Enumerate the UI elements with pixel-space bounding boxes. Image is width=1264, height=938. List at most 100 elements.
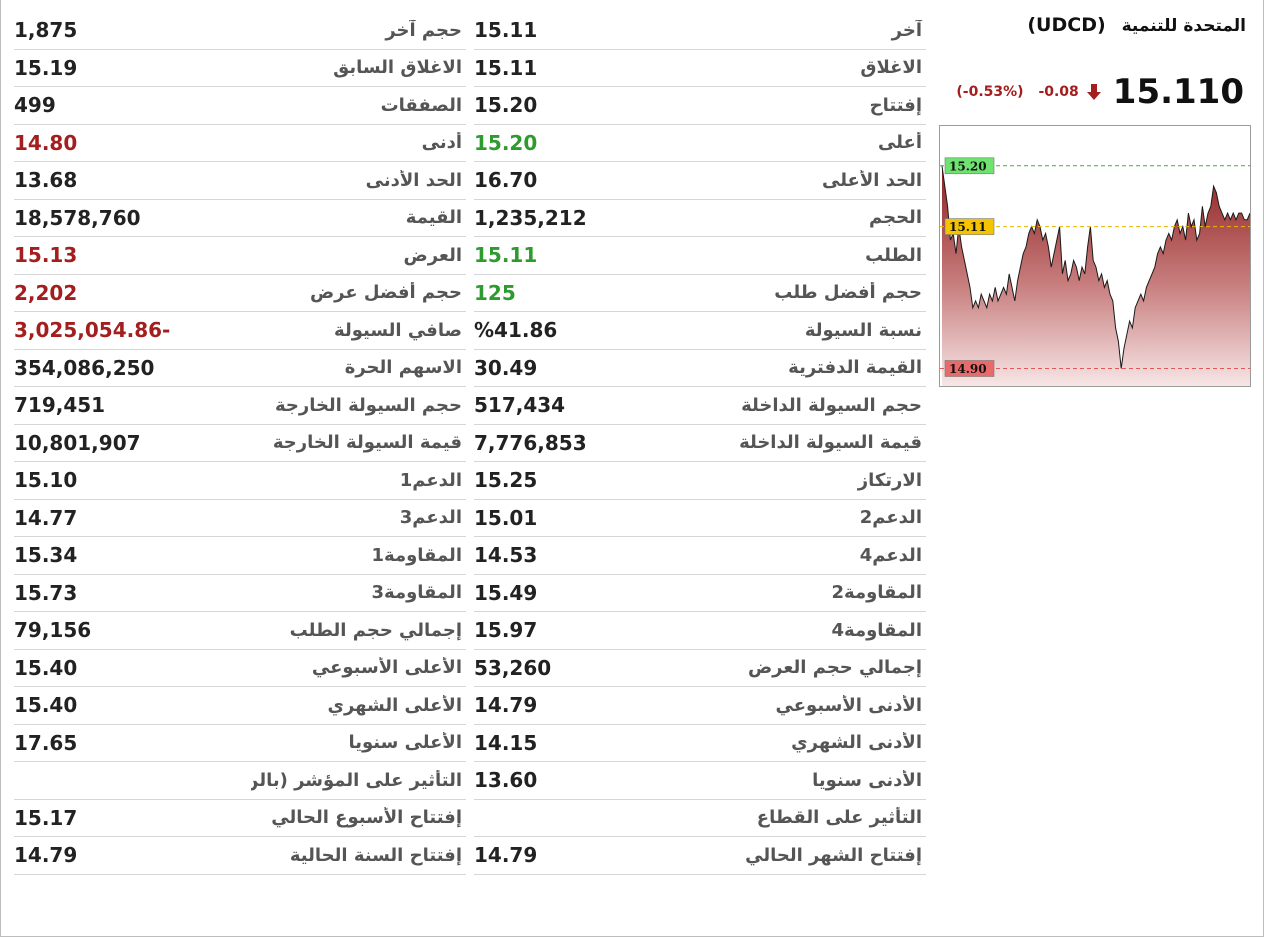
stat-value: 15.73	[14, 580, 78, 605]
stat-value: 517,434	[474, 393, 566, 418]
stat-label: أدنى	[421, 132, 462, 154]
stat-label: إفتتاح	[869, 94, 922, 116]
stat-label: الدعم4	[859, 544, 922, 566]
stat-label: الطلب	[865, 244, 922, 266]
stat-label: نسبة السيولة	[804, 319, 922, 341]
stat-label: الاغلاق	[860, 57, 922, 79]
stat-value: 14.79	[474, 693, 538, 718]
change-value: -0.08	[1038, 84, 1079, 100]
stat-value: 14.79	[14, 843, 78, 868]
stat-row: التأثير على المؤشر (بالن	[14, 762, 466, 800]
stat-row: الاغلاق 15.11	[474, 50, 926, 87]
stat-row: إفتتاح السنة الحالية 14.79	[14, 837, 466, 875]
stock-title: المتحدة للتنمية (UDCD)	[1027, 14, 1246, 36]
last-price: 15.110	[1112, 72, 1244, 112]
left-stats-table: حجم آخر 1,875 الاغلاق السابق 15.19 الصفقات 49…	[14, 12, 466, 875]
ticker-code: (UDCD)	[1027, 14, 1106, 36]
stat-row: الحد الأعلى 16.70	[474, 162, 926, 200]
stat-value: 15.20	[474, 93, 538, 118]
stat-row: الدعم3 14.77	[14, 500, 466, 537]
stat-row: الأعلى الأسبوعي 15.40	[14, 650, 466, 687]
stat-row: التأثير على القطاع	[474, 800, 926, 837]
stat-value: 14.77	[14, 505, 78, 530]
company-name: المتحدة للتنمية	[1121, 16, 1246, 36]
stat-value: 15.34	[14, 543, 78, 568]
stat-label: القيمة	[405, 207, 462, 229]
stat-row: إفتتاح الشهر الحالي 14.79	[474, 837, 926, 875]
stat-value: 1,875	[14, 18, 78, 43]
stat-label: الأعلى سنويا	[348, 732, 462, 754]
stat-row: الأدنى سنويا 13.60	[474, 762, 926, 800]
price-line: (-0.53%) -0.08 15.110	[956, 72, 1244, 112]
stat-value: 354,086,250	[14, 355, 155, 380]
stat-value: 3,025,054.86-	[14, 318, 171, 343]
stat-value: 15.17	[14, 805, 78, 830]
stat-row: أدنى 14.80	[14, 125, 466, 162]
stat-row: المقاومة2 15.49	[474, 575, 926, 612]
stat-value: 10,801,907	[14, 430, 141, 455]
stat-row: أعلى 15.20	[474, 125, 926, 162]
stat-value: 17.65	[14, 730, 78, 755]
stat-label: التأثير على القطاع	[756, 807, 922, 829]
change-percent: (-0.53%)	[956, 84, 1024, 100]
stat-row: الدعم2 15.01	[474, 500, 926, 537]
stat-value: 15.40	[14, 693, 78, 718]
stat-value: 15.13	[14, 243, 78, 268]
change-info: (-0.53%) -0.08	[956, 84, 1078, 100]
stat-label: قيمة السيولة الداخلة	[739, 432, 922, 454]
stat-label: الدعم1	[399, 469, 462, 491]
stat-value: 15.11	[474, 243, 538, 268]
stat-label: الدعم2	[859, 507, 922, 529]
reference-label-box	[944, 157, 995, 175]
stat-value: 30.49	[474, 355, 538, 380]
stat-row: إفتتاح الأسبوع الحالي 15.17	[14, 800, 466, 837]
stat-row: إفتتاح 15.20	[474, 87, 926, 125]
stat-label: حجم السيولة الداخلة	[741, 394, 922, 416]
stat-row: المقاومة4 15.97	[474, 612, 926, 650]
intraday-chart: 15.20 15.11 14.90	[939, 125, 1251, 387]
stat-label: الاسهم الحرة	[344, 357, 462, 379]
stat-row: حجم أفضل عرض 2,202	[14, 275, 466, 312]
reference-label-box	[944, 360, 995, 377]
stat-row: الطلب 15.11	[474, 237, 926, 275]
stat-value: 15.25	[474, 468, 538, 493]
right-stats-table: آخر 15.11 الاغلاق 15.11 إفتتاح 15.20 أعلى 15.20…	[474, 12, 926, 875]
stat-row: نسبة السيولة %41.86	[474, 312, 926, 350]
stat-label: أعلى	[877, 132, 922, 154]
stat-row: إجمالي حجم العرض 53,260	[474, 650, 926, 687]
stat-label: الاغلاق السابق	[333, 57, 462, 79]
stat-label: حجم آخر	[385, 19, 462, 41]
stat-value: %41.86	[474, 318, 558, 343]
stat-row: العرض 15.13	[14, 237, 466, 275]
stat-label: المقاومة4	[831, 619, 923, 641]
stat-label: الصفقات	[380, 94, 462, 116]
stat-value: 14.15	[474, 730, 538, 755]
stat-row: القيمة 18,578,760	[14, 200, 466, 237]
stat-row: حجم أفضل طلب 125	[474, 275, 926, 312]
stat-value: 15.20	[474, 130, 538, 155]
stat-row: إجمالي حجم الطلب 79,156	[14, 612, 466, 650]
stat-value: 14.79	[474, 843, 538, 868]
stat-label: إفتتاح الشهر الحالي	[745, 844, 922, 866]
stat-value: 15.19	[14, 55, 78, 80]
stat-label: الحجم	[869, 207, 922, 229]
reference-label: 15.11	[949, 220, 987, 234]
stat-row: حجم السيولة الداخلة 517,434	[474, 387, 926, 425]
stat-row: قيمة السيولة الخارجة 10,801,907	[14, 425, 466, 462]
stat-label: المقاومة1	[371, 544, 463, 566]
stat-row: الارتكاز 15.25	[474, 462, 926, 500]
stat-label: إفتتاح الأسبوع الحالي	[271, 807, 462, 829]
stat-value: 2,202	[14, 280, 78, 305]
stat-row: آخر 15.11	[474, 12, 926, 50]
stat-row: الحجم 1,235,212	[474, 200, 926, 237]
stat-value: 125	[474, 280, 516, 305]
stat-row: الأدنى الأسبوعي 14.79	[474, 687, 926, 725]
stat-label: آخر	[891, 19, 922, 41]
stat-value: 18,578,760	[14, 205, 141, 230]
stat-value: 15.01	[474, 505, 538, 530]
down-arrow-icon	[1086, 84, 1101, 100]
stat-row: الصفقات 499	[14, 87, 466, 125]
stat-label: حجم أفضل عرض	[309, 282, 462, 304]
stat-row: صافي السيولة 3,025,054.86-	[14, 312, 466, 350]
stat-row: المقاومة1 15.34	[14, 537, 466, 575]
